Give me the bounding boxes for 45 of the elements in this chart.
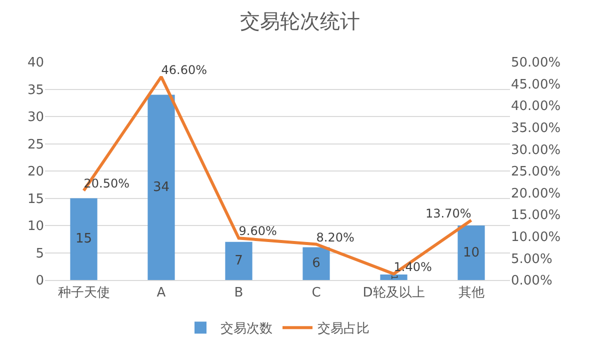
- data-label: 10: [462, 245, 480, 260]
- data-label: 1: [388, 274, 398, 280]
- bar: [302, 247, 330, 280]
- data-label: 9.60%: [238, 224, 277, 238]
- data-label: 7: [234, 253, 243, 268]
- data-label: 15: [75, 232, 92, 247]
- y-tick-label: 5: [36, 246, 44, 262]
- legend-label: 交易占比: [318, 320, 370, 337]
- y-tick-label: 20: [27, 164, 44, 180]
- y2-tick-label: 10.00%: [511, 230, 561, 245]
- bar: [225, 242, 252, 280]
- bar: [458, 226, 485, 280]
- y-tick-label: 30: [27, 110, 44, 126]
- y2-tick-label: 5.00%: [511, 252, 552, 267]
- y2-tick-label: 0.00%: [511, 274, 552, 289]
- y-tick-label: 25: [27, 137, 44, 152]
- data-label: 34: [152, 180, 170, 195]
- data-label: 46.60%: [161, 62, 208, 77]
- y2-tick-label: 40.00%: [511, 99, 561, 114]
- legend-label: 交易次数: [220, 320, 272, 337]
- y2-tick-label: 25.00%: [511, 164, 561, 180]
- y2-tick-label: 15.00%: [511, 208, 561, 224]
- y2-tick-label: 50.00%: [511, 56, 561, 71]
- x-tick-label: D轮及以上: [362, 286, 425, 301]
- y2-tick-label: 20.00%: [511, 186, 561, 202]
- y2-tick-label: 45.00%: [511, 77, 561, 92]
- y-tick-label: 15: [27, 192, 44, 207]
- y2-tick-label: 30.00%: [511, 142, 561, 158]
- x-tick-label: A: [156, 286, 166, 301]
- y2-tick-label: 35.00%: [511, 120, 561, 136]
- bar: [70, 198, 98, 280]
- y-tick-label: 40: [27, 56, 44, 71]
- data-label: 13.70%: [425, 206, 472, 220]
- x-tick-label: 其他: [458, 286, 484, 301]
- y-tick-label: 10: [27, 219, 44, 234]
- x-tick-label: B: [234, 286, 244, 301]
- x-tick-label: 种子天使: [58, 286, 110, 301]
- bar: [148, 94, 175, 280]
- x-tick-label: C: [312, 286, 321, 301]
- data-label: 6: [312, 256, 320, 272]
- y-tick-label: 35: [27, 82, 44, 98]
- y-tick-label: 0: [36, 274, 44, 289]
- chart-title: 交易轮次统计: [240, 9, 360, 34]
- data-label: 8.20%: [316, 230, 354, 244]
- bar: [380, 274, 408, 280]
